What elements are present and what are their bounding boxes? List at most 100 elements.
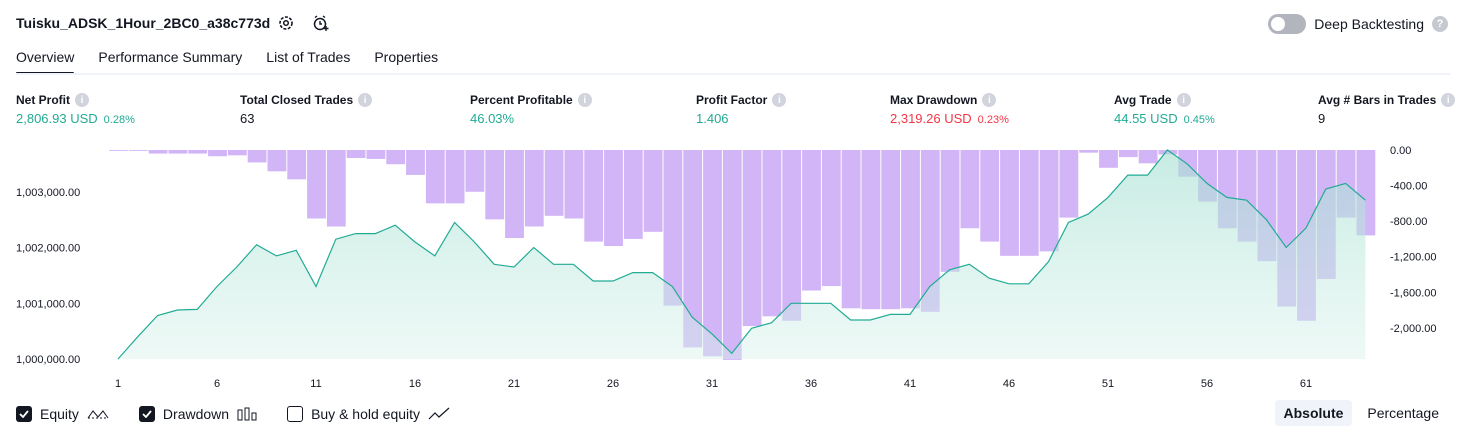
info-icon[interactable]: i: [75, 93, 89, 107]
right-axis-tick: 0.00: [1390, 145, 1411, 157]
drawdown-bar: [604, 150, 623, 247]
equity-checkbox[interactable]: [16, 406, 32, 422]
x-axis-tick: 41: [904, 378, 916, 390]
drawdown-bar: [524, 150, 544, 227]
tab-divider: [16, 73, 1450, 75]
drawdown-bar: [1039, 150, 1059, 252]
left-axis-tick: 1,001,000.00: [16, 298, 80, 310]
stat-title: Avg # Bars in Trades: [1318, 93, 1437, 107]
drawdown-bar: [346, 150, 366, 159]
absolute-button[interactable]: Absolute: [1274, 400, 1353, 426]
deep-backtesting-toggle[interactable]: [1268, 14, 1307, 34]
drawdown-bar: [267, 150, 287, 172]
drawdown-bar: [307, 150, 326, 219]
drawdown-bar: [544, 150, 564, 216]
x-axis-tick: 6: [214, 378, 220, 390]
stat-title: Percent Profitable: [470, 93, 573, 107]
drawdown-bar: [980, 150, 1000, 242]
right-axis-tick: -2,000.00: [1390, 323, 1436, 335]
drawdown-bar: [861, 150, 881, 310]
drawdown-bar: [901, 150, 920, 309]
drawdown-bar: [683, 150, 703, 348]
add-alert-clock-icon[interactable]: [310, 12, 332, 34]
drawdown-bar: [762, 150, 782, 317]
info-icon[interactable]: i: [358, 93, 373, 107]
drawdown-bar: [1138, 150, 1158, 164]
drawdown-bar: [881, 150, 901, 310]
drawdown-bars-icon: [237, 407, 257, 421]
stat-net-profit: Net Profit i 2,806.93 USD 0.28%: [16, 93, 135, 126]
x-axis-tick: 16: [409, 378, 421, 390]
legend-equity[interactable]: Equity: [16, 406, 109, 422]
info-icon[interactable]: i: [982, 93, 997, 107]
stat-value: 44.55 USD: [1114, 111, 1178, 126]
settings-gear-icon[interactable]: [275, 12, 297, 34]
drawdown-bar: [564, 150, 584, 219]
chart-legend: Equity Drawdown Buy & hold equity: [16, 402, 480, 426]
drawdown-bar: [1000, 150, 1019, 256]
stats-row: Net Profit i 2,806.93 USD 0.28% Total Clos…: [0, 93, 1466, 133]
legend-drawdown-label: Drawdown: [162, 406, 230, 422]
drawdown-bar: [623, 150, 643, 239]
x-axis-tick: 1: [115, 378, 121, 390]
stat-avg-trade: Avg Trade i 44.55 USD 0.45%: [1114, 93, 1215, 126]
drawdown-bar: [128, 150, 148, 151]
x-axis-tick: 11: [310, 378, 321, 390]
stat-percent-profitable: Percent Profitable i 46.03%: [470, 93, 592, 126]
tab-properties[interactable]: Properties: [374, 49, 439, 65]
left-axis-tick: 1,002,000.00: [16, 243, 80, 255]
right-axis-tick: -1,200.00: [1390, 252, 1436, 264]
drawdown-bar: [1099, 150, 1118, 168]
drawdown-bar: [188, 150, 208, 154]
x-axis-tick: 26: [607, 378, 619, 390]
x-axis-tick: 56: [1201, 378, 1213, 390]
drawdown-bar: [663, 150, 683, 306]
stat-title: Net Profit: [16, 93, 70, 107]
legend-buy-hold-label: Buy & hold equity: [311, 406, 421, 422]
drawdown-bar: [386, 150, 406, 165]
drawdown-checkbox[interactable]: [138, 406, 155, 422]
drawdown-bar: [168, 150, 188, 154]
tab-list-of-trades[interactable]: List of Trades: [266, 49, 351, 65]
equity-area: [118, 150, 1366, 359]
x-axis-tick: 51: [1102, 378, 1114, 390]
stat-value: 2,806.93 USD: [16, 111, 98, 126]
drawdown-bar: [920, 150, 940, 312]
info-icon[interactable]: i: [1176, 93, 1191, 107]
drawdown-bar: [208, 150, 227, 157]
drawdown-bar: [326, 150, 346, 227]
left-axis-tick: 1,003,000.00: [16, 187, 80, 199]
stat-total-closed-trades: Total Closed Trades i 63: [240, 93, 373, 126]
percentage-button[interactable]: Percentage: [1367, 405, 1439, 421]
stat-percent: 0.28%: [103, 114, 135, 126]
right-axis-tick: -800.00: [1390, 216, 1427, 228]
x-axis-tick: 61: [1300, 378, 1312, 390]
buy-hold-checkbox[interactable]: [287, 406, 304, 422]
drawdown-bar: [1019, 150, 1039, 256]
help-icon[interactable]: ?: [1432, 16, 1448, 32]
stat-percent: 0.23%: [977, 114, 1009, 126]
legend-drawdown[interactable]: Drawdown: [138, 406, 257, 422]
equity-drawdown-chart[interactable]: 1,000,000.00 1,001,000.00 1,002,000.00 1,00…: [0, 140, 1466, 400]
drawdown-bar: [821, 150, 841, 287]
stat-profit-factor: Profit Factor i 1.406: [696, 93, 787, 126]
deep-backtesting-control: Deep Backtesting ?: [1268, 14, 1448, 34]
drawdown-bar: [109, 150, 128, 151]
right-axis-tick: -400.00: [1390, 181, 1427, 193]
drawdown-bar: [366, 150, 386, 159]
legend-buy-hold[interactable]: Buy & hold equity: [287, 406, 450, 422]
stat-value: 2,319.26 USD: [890, 111, 972, 126]
drawdown-bar: [247, 150, 267, 163]
info-icon[interactable]: i: [772, 93, 787, 107]
tab-performance-summary[interactable]: Performance Summary: [98, 49, 243, 65]
drawdown-bar: [960, 150, 980, 229]
stat-title: Total Closed Trades: [240, 93, 354, 107]
stat-value: 63: [240, 111, 255, 126]
info-icon[interactable]: i: [577, 93, 592, 107]
info-icon[interactable]: i: [1441, 93, 1456, 107]
tab-overview[interactable]: Overview: [16, 44, 75, 75]
drawdown-bar: [703, 150, 722, 357]
drawdown-bar: [1059, 150, 1079, 218]
equity-line-icon: [87, 410, 109, 419]
stat-title: Profit Factor: [696, 93, 768, 107]
